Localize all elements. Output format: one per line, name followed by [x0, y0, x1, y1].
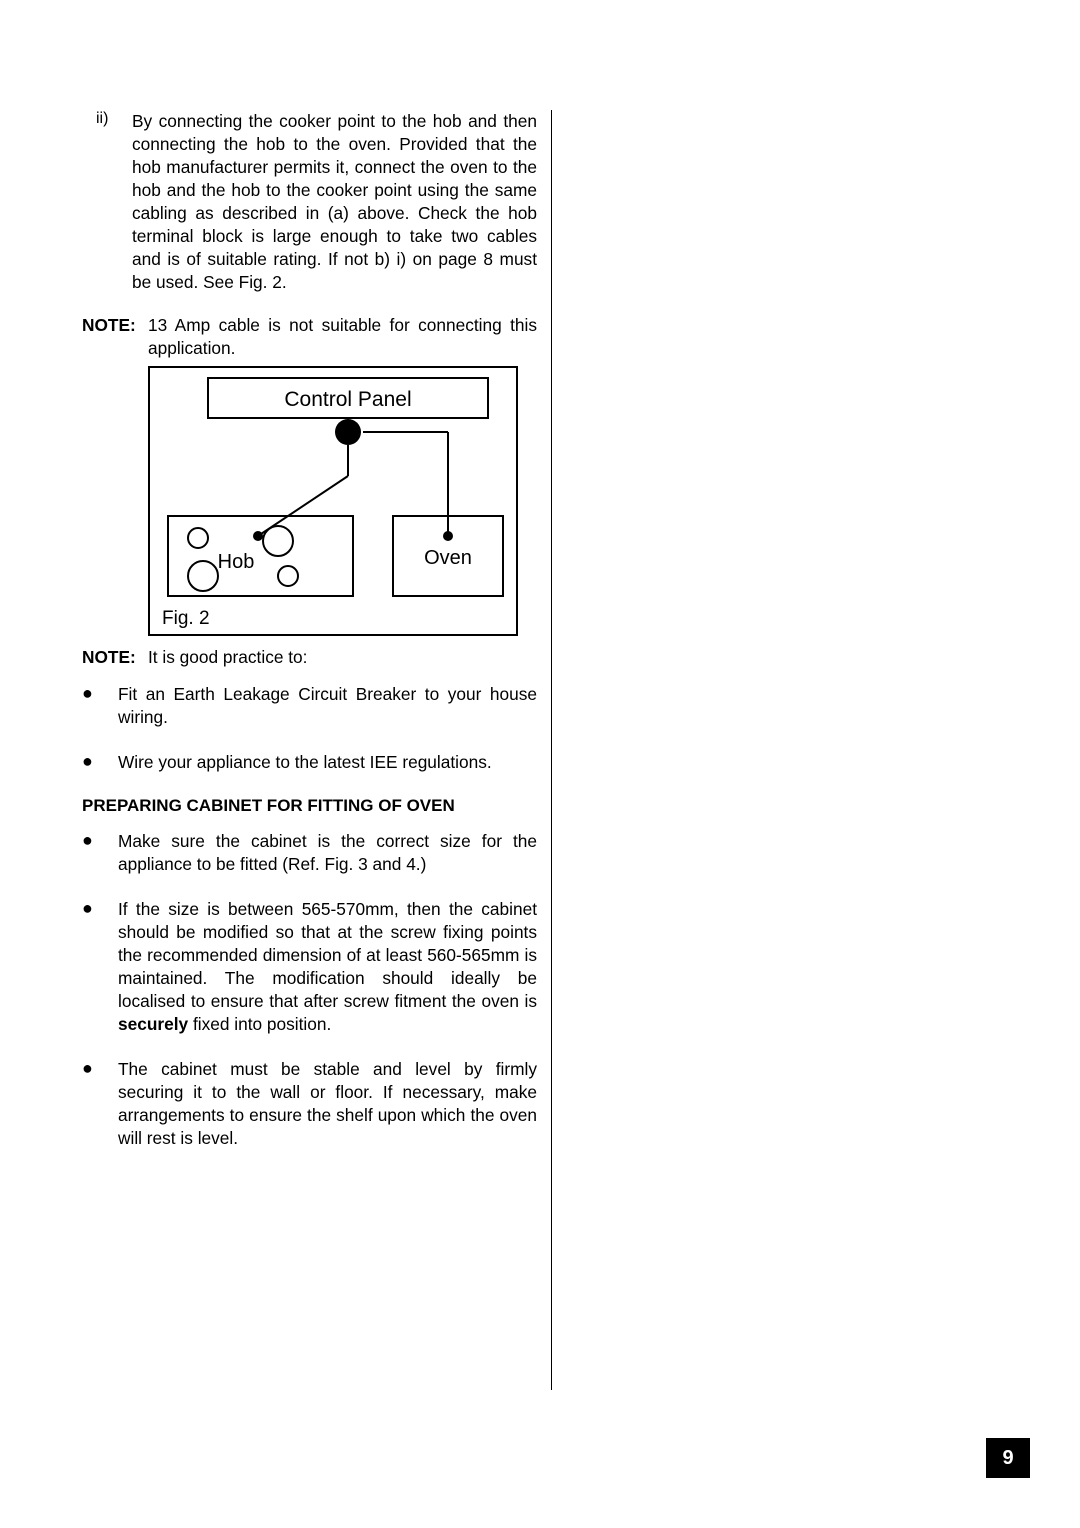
bullet-icon: ●	[82, 751, 118, 774]
note-label: NOTE:	[82, 314, 148, 360]
list-item: ●Wire your appliance to the latest IEE r…	[82, 751, 537, 774]
left-column: ii) By connecting the cooker point to th…	[82, 110, 537, 1150]
note-label: NOTE:	[82, 646, 148, 669]
list-item-text: The cabinet must be stable and level by …	[118, 1058, 537, 1150]
oven-label: Oven	[424, 547, 472, 569]
page-number: 9	[986, 1438, 1030, 1478]
bullet-icon: ●	[82, 1058, 118, 1150]
note-body: 13 Amp cable is not suitable for connect…	[148, 314, 537, 360]
list-item: ●The cabinet must be stable and level by…	[82, 1058, 537, 1150]
figure-2: Control Panel Hob	[148, 366, 537, 636]
list-item: ●Fit an Earth Leakage Circuit Breaker to…	[82, 683, 537, 729]
list-item-ii: ii) By connecting the cooker point to th…	[82, 110, 537, 294]
bullet-icon: ●	[82, 898, 118, 1036]
list-item-text: Fit an Earth Leakage Circuit Breaker to …	[118, 683, 537, 729]
note-1: NOTE: 13 Amp cable is not suitable for c…	[82, 314, 537, 360]
figure-caption: Fig. 2	[162, 608, 210, 629]
list-item-text: If the size is between 565-570mm, then t…	[118, 898, 537, 1036]
figure-2-svg: Control Panel Hob	[148, 366, 518, 636]
hob-label: Hob	[218, 551, 255, 573]
section-heading: PREPARING CABINET FOR FITTING OF OVEN	[82, 796, 537, 816]
page-number-text: 9	[1002, 1447, 1013, 1470]
control-panel-label: Control Panel	[284, 388, 411, 411]
list-item-text: Wire your appliance to the latest IEE re…	[118, 751, 537, 774]
bullet-icon: ●	[82, 830, 118, 876]
bullet-list-a: ●Fit an Earth Leakage Circuit Breaker to…	[82, 683, 537, 774]
list-item: ●Make sure the cabinet is the correct si…	[82, 830, 537, 876]
list-item-text: Make sure the cabinet is the correct siz…	[118, 830, 537, 876]
note-2: NOTE: It is good practice to:	[82, 646, 537, 669]
column-divider	[551, 110, 552, 1390]
note-body: It is good practice to:	[148, 646, 537, 669]
bullet-list-b: ●Make sure the cabinet is the correct si…	[82, 830, 537, 1150]
bullet-icon: ●	[82, 683, 118, 729]
list-item: ●If the size is between 565-570mm, then …	[82, 898, 537, 1036]
list-body: By connecting the cooker point to the ho…	[132, 110, 537, 294]
document-page: ii) By connecting the cooker point to th…	[0, 0, 1080, 1528]
list-marker: ii)	[82, 110, 132, 294]
